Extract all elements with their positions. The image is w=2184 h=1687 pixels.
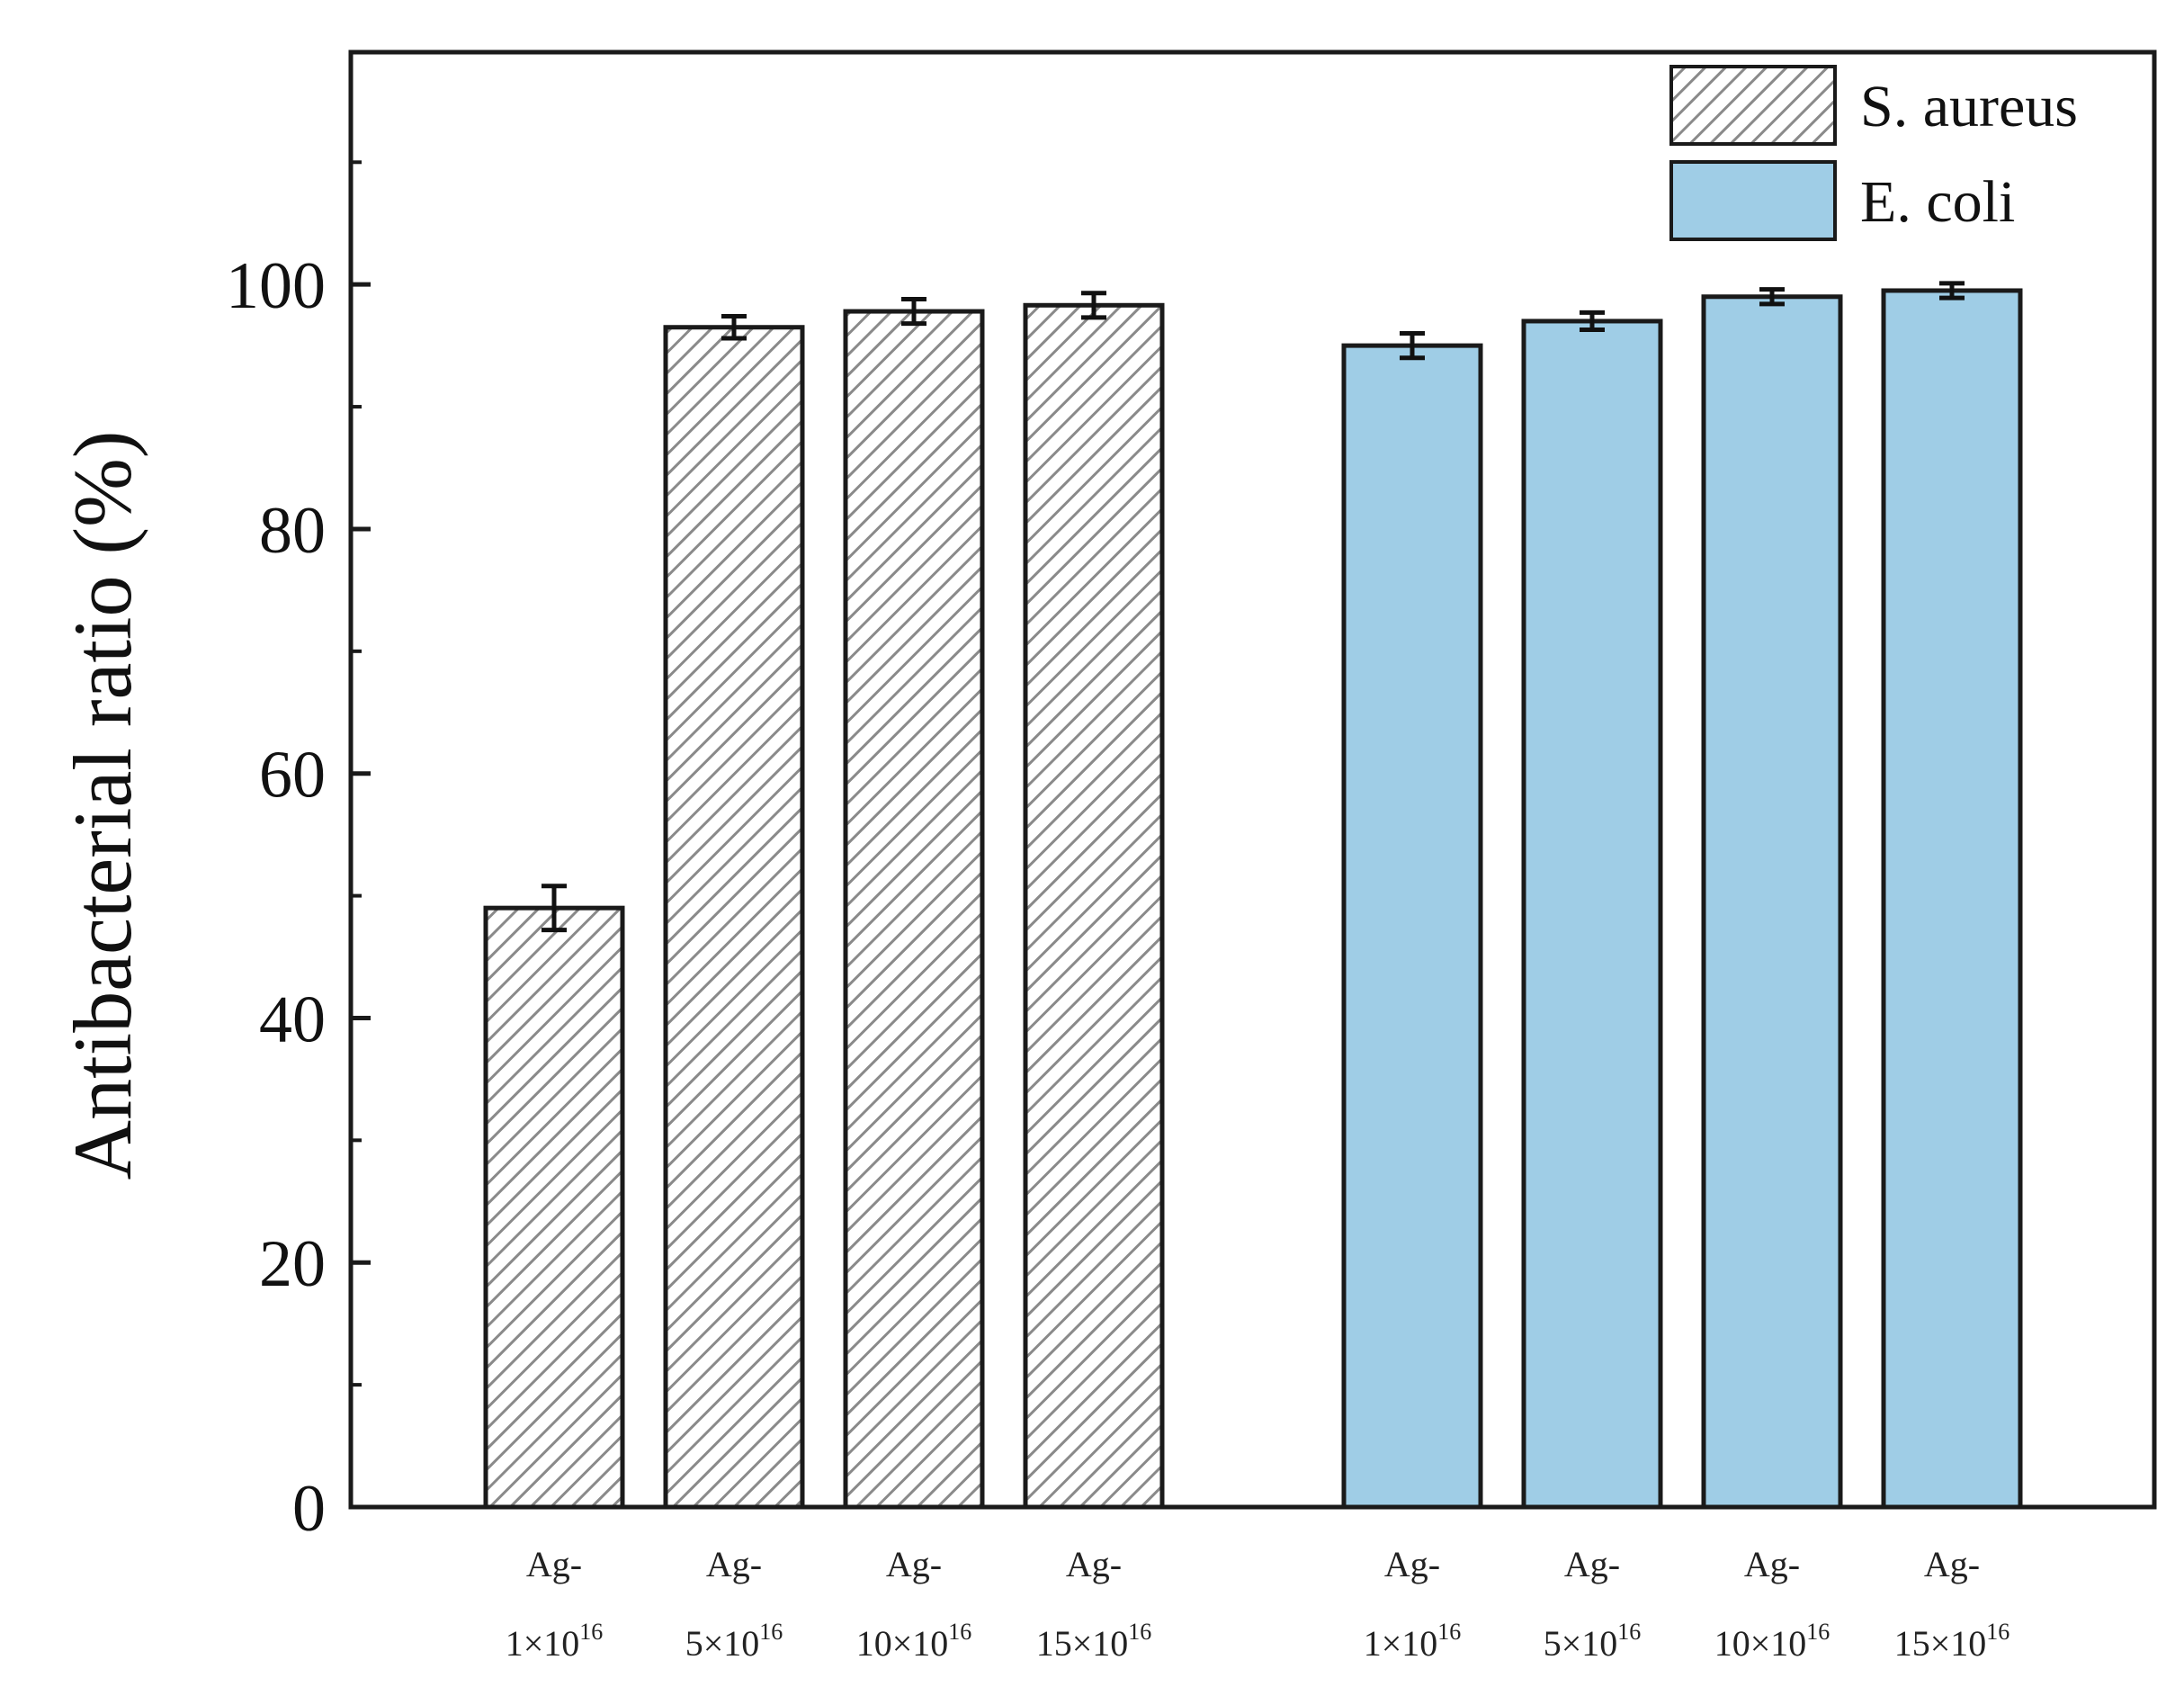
x-category-label: Ag- bbox=[1384, 1544, 1440, 1584]
legend-swatch-s-aureus bbox=[1669, 65, 1837, 146]
x-category-label: 5×1016 bbox=[1544, 1619, 1642, 1664]
legend-label-e-coli: E. coli bbox=[1860, 169, 2015, 235]
x-category-label: Ag- bbox=[526, 1544, 582, 1584]
x-category-label: 10×1016 bbox=[1714, 1619, 1830, 1664]
bar-e-coli-1 bbox=[1341, 343, 1483, 1510]
x-category-label: 1×1016 bbox=[1364, 1619, 1462, 1664]
x-category-label: Ag- bbox=[1066, 1544, 1122, 1584]
bar-s-aureus-1 bbox=[483, 905, 625, 1510]
y-tick-label: 80 bbox=[259, 494, 326, 568]
bar-e-coli-4 bbox=[1881, 288, 2023, 1510]
y-tick-label: 60 bbox=[259, 739, 326, 812]
x-category-label: Ag- bbox=[1744, 1544, 1800, 1584]
x-category-label: 15×1016 bbox=[1036, 1619, 1152, 1664]
x-category-label: Ag- bbox=[886, 1544, 942, 1584]
legend-swatch-e-coli bbox=[1669, 160, 1837, 241]
x-category-label: 10×1016 bbox=[856, 1619, 972, 1664]
y-tick-label: 0 bbox=[292, 1472, 326, 1546]
bar-e-coli-3 bbox=[1701, 294, 1843, 1510]
y-tick-label: 40 bbox=[259, 983, 326, 1056]
bar-s-aureus-3 bbox=[843, 309, 985, 1510]
x-category-label: Ag- bbox=[1924, 1544, 1980, 1584]
y-tick-label: 100 bbox=[226, 249, 326, 323]
x-category-label: 5×1016 bbox=[685, 1619, 783, 1664]
bar-e-coli-2 bbox=[1521, 319, 1663, 1510]
y-axis-title: Antibacterial ratio (%) bbox=[57, 431, 148, 1180]
legend-label-s-aureus: S. aureus bbox=[1860, 74, 2078, 139]
y-tick-label: 20 bbox=[259, 1227, 326, 1301]
x-category-label: Ag- bbox=[1564, 1544, 1620, 1584]
bar-s-aureus-2 bbox=[663, 325, 805, 1510]
plot-frame bbox=[348, 49, 2157, 1510]
x-category-label: Ag- bbox=[706, 1544, 762, 1584]
x-category-label: 1×1016 bbox=[506, 1619, 604, 1664]
bar-s-aureus-4 bbox=[1023, 302, 1165, 1510]
x-category-label: 15×1016 bbox=[1894, 1619, 2010, 1664]
